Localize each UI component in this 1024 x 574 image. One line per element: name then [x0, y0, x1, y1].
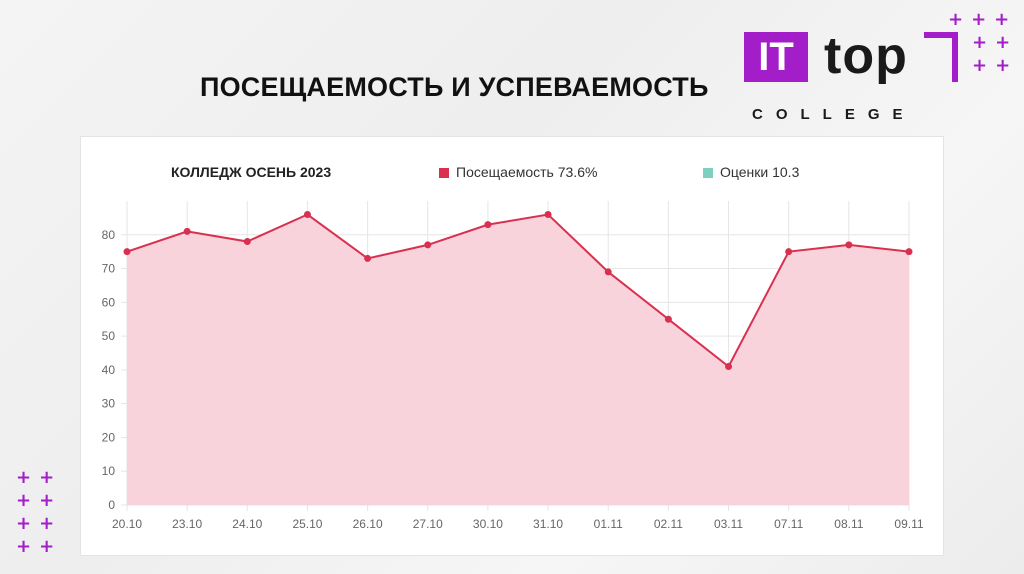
- plus-decor-top-right: +++ ++ ++: [948, 8, 1018, 77]
- attendance-point: [905, 248, 913, 256]
- x-tick-label: 02.11: [654, 517, 683, 531]
- legend-swatch: [703, 168, 713, 178]
- y-tick-label: 20: [102, 430, 116, 444]
- attendance-line: [126, 213, 910, 369]
- attendance-point: [544, 211, 552, 219]
- y-tick-label: 50: [102, 329, 116, 343]
- attendance-point: [424, 241, 432, 249]
- x-tick-label: 01.11: [594, 517, 623, 531]
- attendance-point: [484, 221, 492, 229]
- legend-label: Посещаемость 73.6%: [456, 164, 597, 180]
- logo-college-text: COLLEGE: [752, 106, 916, 123]
- x-tick-label: 07.11: [774, 517, 803, 531]
- y-tick-label: 60: [102, 295, 116, 309]
- x-tick-label: 20.10: [112, 517, 142, 531]
- y-tick-label: 80: [102, 228, 116, 242]
- y-tick-label: 70: [102, 262, 116, 276]
- it-top-college-logo: IT top COLLEGE: [744, 27, 974, 132]
- attendance-point: [243, 238, 251, 246]
- x-tick-label: 24.10: [232, 517, 262, 531]
- x-tick-label: 23.10: [172, 517, 202, 531]
- plus-row: ++: [16, 490, 63, 511]
- attendance-area: [127, 214, 909, 505]
- attendance-point: [303, 211, 311, 219]
- plus-row: +++: [948, 9, 1018, 30]
- y-tick-label: 10: [102, 464, 116, 478]
- y-tick-label: 30: [102, 397, 116, 411]
- plus-decor-bottom-left: ++ ++ ++ ++: [16, 466, 62, 558]
- attendance-point: [785, 248, 793, 256]
- attendance-point: [845, 241, 853, 249]
- logo-it-block: IT: [744, 32, 808, 82]
- x-tick-label: 25.10: [292, 517, 322, 531]
- plus-row: ++: [16, 536, 63, 557]
- y-tick-label: 0: [108, 498, 115, 512]
- plus-row: ++: [972, 32, 1019, 53]
- x-tick-label: 08.11: [834, 517, 863, 531]
- attendance-point: [183, 227, 191, 235]
- legend-swatch: [439, 168, 449, 178]
- logo-top-text: top: [824, 27, 908, 85]
- logo-bracket: [924, 32, 958, 82]
- chart-panel: 0 10 20 30 40 50 60 70 80 20.10 23.10 24.10 25.10 26.…: [80, 136, 944, 556]
- plus-row: ++: [972, 55, 1019, 76]
- chart-title: КОЛЛЕДЖ ОСЕНЬ 2023: [171, 164, 331, 180]
- plus-row: ++: [16, 467, 63, 488]
- x-tick-label: 03.11: [714, 517, 743, 531]
- attendance-point: [664, 315, 672, 323]
- slide-title: ПОСЕЩАЕМОСТЬ И УСПЕВАЕМОСТЬ: [200, 72, 709, 102]
- attendance-point: [725, 363, 733, 371]
- x-tick-label: 31.10: [533, 517, 563, 531]
- legend-label: Оценки 10.3: [720, 164, 800, 180]
- y-tick-label: 40: [102, 363, 116, 377]
- x-tick-label: 30.10: [473, 517, 503, 531]
- x-tick-label: 26.10: [353, 517, 383, 531]
- x-tick-label: 09.11: [894, 517, 923, 531]
- plus-row: ++: [16, 513, 63, 534]
- attendance-point: [123, 248, 131, 256]
- attendance-point: [364, 254, 372, 262]
- attendance-chart: 0 10 20 30 40 50 60 70 80 20.10 23.10 24.10 25.10 26.…: [102, 164, 924, 531]
- x-tick-label: 27.10: [413, 517, 443, 531]
- attendance-point: [604, 268, 612, 276]
